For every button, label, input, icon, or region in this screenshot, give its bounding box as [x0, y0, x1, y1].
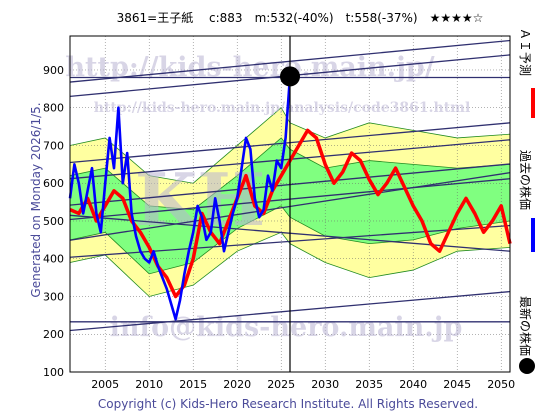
past-price-line: [68, 76, 292, 321]
plot-frame: [69, 35, 511, 373]
x-tick-2015: 2015: [179, 378, 207, 391]
x-tick-2045: 2045: [443, 378, 471, 391]
legend-past-label: 過去の株価: [518, 150, 533, 210]
legend-latest-swatch: [519, 358, 535, 374]
legend: ＡＩ予測 過去の株価 最新の株価: [518, 28, 535, 374]
x-tick-2005: 2005: [91, 378, 119, 391]
legend-forecast-label: ＡＩ予測: [518, 28, 532, 76]
x-tick-2025: 2025: [267, 378, 295, 391]
y-tick-600: 600: [43, 177, 64, 190]
latest-price-marker: [280, 66, 300, 87]
x-tick-2050: 2050: [487, 378, 515, 391]
x-tick-2035: 2035: [355, 378, 383, 391]
y-tick-200: 200: [43, 328, 64, 341]
y-tick-labels: 100 200 300 400 500 600 700 800 900: [43, 64, 64, 379]
x-tick-labels: 2005 2010 2015 2020 2025 2030 2035 2040 2045 2050: [91, 378, 515, 391]
y-tick-700: 700: [43, 139, 64, 152]
watermark-analysis-url: http://kids-hero.main.jp/analysis/code38…: [94, 100, 471, 116]
y-tick-500: 500: [43, 215, 64, 228]
y-tick-800: 800: [43, 102, 64, 115]
x-tick-2010: 2010: [135, 378, 163, 391]
watermark-email: info@kids-hero.main.jp: [110, 312, 463, 343]
legend-latest-label: 最新の株価: [518, 296, 533, 356]
reference-line: [280, 36, 300, 372]
y-tick-900: 900: [43, 64, 64, 77]
x-tick-2020: 2020: [223, 378, 251, 391]
chart-title: 3861=王子紙 c:883 m:532(-40%) t:558(-37%) ★…: [117, 10, 484, 25]
copyright: Copyright (c) Kids-Hero Research Institu…: [98, 397, 478, 411]
x-tick-2030: 2030: [311, 378, 339, 391]
x-tick-2040: 2040: [399, 378, 427, 391]
y-tick-400: 400: [43, 253, 64, 266]
generated-date-note: Generated on Monday 2026/1/5.: [29, 102, 43, 297]
y-tick-100: 100: [43, 366, 64, 379]
y-tick-300: 300: [43, 290, 64, 303]
